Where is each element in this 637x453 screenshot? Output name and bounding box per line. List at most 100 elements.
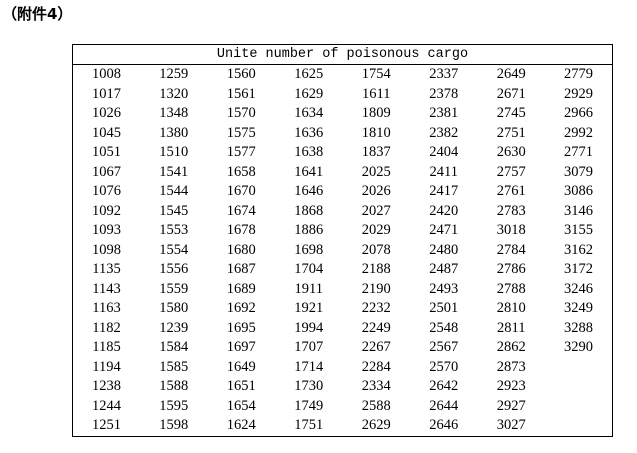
- table-cell: 2404: [429, 144, 459, 160]
- table-cell: 1238: [92, 378, 121, 394]
- table-cell: 2078: [361, 241, 391, 258]
- table-body: 1008 1259 1560 1625 1754 2337 2649 2779 1017 1320…: [73, 65, 613, 437]
- table-row: 1093 1553 1678 1886 2029 2471 3018 3155: [73, 221, 613, 241]
- table-row: 1143 1559 1689 1911 2190 2493 2788 3246: [73, 280, 613, 300]
- table-cell: 1641: [294, 163, 324, 180]
- table-cell: 2588: [361, 397, 391, 414]
- table-cell: [545, 377, 613, 397]
- table-cell: 1810: [361, 124, 391, 141]
- table-cell: 3162: [564, 241, 593, 258]
- table-cell: 1678: [226, 222, 256, 238]
- table-cell: [545, 358, 613, 378]
- table-cell: 1560: [226, 66, 256, 82]
- table-cell: 1695: [226, 319, 256, 336]
- table-cell: 1751: [294, 417, 324, 433]
- table-cell: 1510: [159, 144, 189, 160]
- table-cell: 2745: [496, 105, 526, 121]
- table-cell: 1624: [226, 417, 256, 433]
- table-cell: 1649: [226, 358, 256, 375]
- table-cell: 1570: [226, 105, 256, 121]
- table-cell: 1585: [159, 358, 189, 375]
- table-cell: 2567: [429, 339, 459, 355]
- table-cell: 1575: [226, 124, 256, 141]
- table-cell: 2337: [429, 66, 459, 82]
- table-cell: 3155: [564, 222, 593, 238]
- table-cell: 1026: [92, 105, 121, 121]
- table-cell: 2966: [564, 105, 593, 121]
- table-cell: 2779: [564, 66, 593, 82]
- table-cell: 1163: [92, 300, 121, 316]
- table-cell: 2810: [496, 300, 526, 316]
- table-cell: 2487: [429, 261, 459, 277]
- table-cell: 1714: [294, 358, 324, 375]
- table-cell: 1556: [159, 261, 189, 277]
- table-cell: 1553: [159, 222, 189, 238]
- table-row: 1092 1545 1674 1868 2027 2420 2783 3146: [73, 202, 613, 222]
- table-cell: 1185: [92, 339, 121, 355]
- table-cell: 1051: [92, 144, 121, 160]
- table-cell: 1251: [92, 417, 121, 433]
- table-row: 1238 1588 1651 1730 2334 2642 2923: [73, 377, 613, 397]
- table-cell: 1646: [294, 183, 324, 199]
- table-row: 1045 1380 1575 1636 1810 2382 2751 2992: [73, 124, 613, 144]
- table-cell: 1182: [92, 319, 121, 336]
- table-cell: 1092: [92, 202, 121, 219]
- table-cell: 2873: [496, 358, 526, 375]
- table-cell: 1008: [92, 66, 121, 82]
- table-cell: 2548: [429, 319, 459, 336]
- table-cell: 2788: [496, 280, 526, 297]
- table-cell: 1577: [226, 144, 256, 160]
- table-cell: 1380: [159, 124, 189, 141]
- table-cell: 2751: [496, 124, 526, 141]
- table-cell: 1687: [226, 261, 256, 277]
- table-row: 1163 1580 1692 1921 2232 2501 2810 3249: [73, 299, 613, 319]
- table-cell: 2649: [496, 66, 526, 82]
- table-cell: 1348: [159, 105, 189, 121]
- table-cell: 2381: [429, 105, 459, 121]
- table-cell: 2029: [361, 222, 391, 238]
- table-cell: 3086: [564, 183, 593, 199]
- table-row: 1185 1584 1697 1707 2267 2567 2862 3290: [73, 338, 613, 358]
- table-cell: 2334: [361, 378, 391, 394]
- table-cell: 3172: [564, 261, 593, 277]
- table-cell: 2378: [429, 85, 459, 102]
- table-cell: 1670: [226, 183, 256, 199]
- table-cell: 1638: [294, 144, 324, 160]
- table-cell: 2629: [361, 417, 391, 433]
- table-row: 1251 1598 1624 1751 2629 2646 3027: [73, 416, 613, 436]
- table-cell: 1921: [294, 300, 324, 316]
- table-row: 1026 1348 1570 1634 1809 2381 2745 2966: [73, 104, 613, 124]
- table-cell: 1680: [226, 241, 256, 258]
- table-row: 1182 1239 1695 1994 2249 2548 2811 3288: [73, 319, 613, 339]
- cargo-table: Unite number of poisonous cargo 1008 1259…: [72, 44, 613, 437]
- table-cell: 1544: [159, 183, 189, 199]
- table-cell: 3246: [564, 280, 593, 297]
- table-cell: 1067: [92, 163, 121, 180]
- table-cell: 1554: [159, 241, 189, 258]
- table-cell: 2646: [429, 417, 459, 433]
- table-cell: 2471: [429, 222, 459, 238]
- table-cell: 1629: [294, 85, 324, 102]
- table-cell: 2501: [429, 300, 459, 316]
- table-cell: 2284: [361, 358, 391, 375]
- table-cell: 1651: [226, 378, 256, 394]
- table-cell: 1584: [159, 339, 189, 355]
- table-cell: 1704: [294, 261, 324, 277]
- table-cell: 2480: [429, 241, 459, 258]
- table-cell: 2382: [429, 124, 459, 141]
- table-cell: 2025: [361, 163, 391, 180]
- table-cell: 3146: [564, 202, 593, 219]
- table-row: 1017 1320 1561 1629 1611 2378 2671 2929: [73, 85, 613, 105]
- table-cell: 2784: [496, 241, 526, 258]
- table-cell: 2783: [496, 202, 526, 219]
- table-cell: 1692: [226, 300, 256, 316]
- table-cell: 1541: [159, 163, 189, 180]
- table-row: 1135 1556 1687 1704 2188 2487 2786 3172: [73, 260, 613, 280]
- table-cell: 1244: [92, 397, 121, 414]
- table-cell: [545, 397, 613, 417]
- table-cell: 2232: [361, 300, 391, 316]
- table-cell: 1707: [294, 339, 324, 355]
- table-cell: 1636: [294, 124, 324, 141]
- table-cell: 2190: [361, 280, 391, 297]
